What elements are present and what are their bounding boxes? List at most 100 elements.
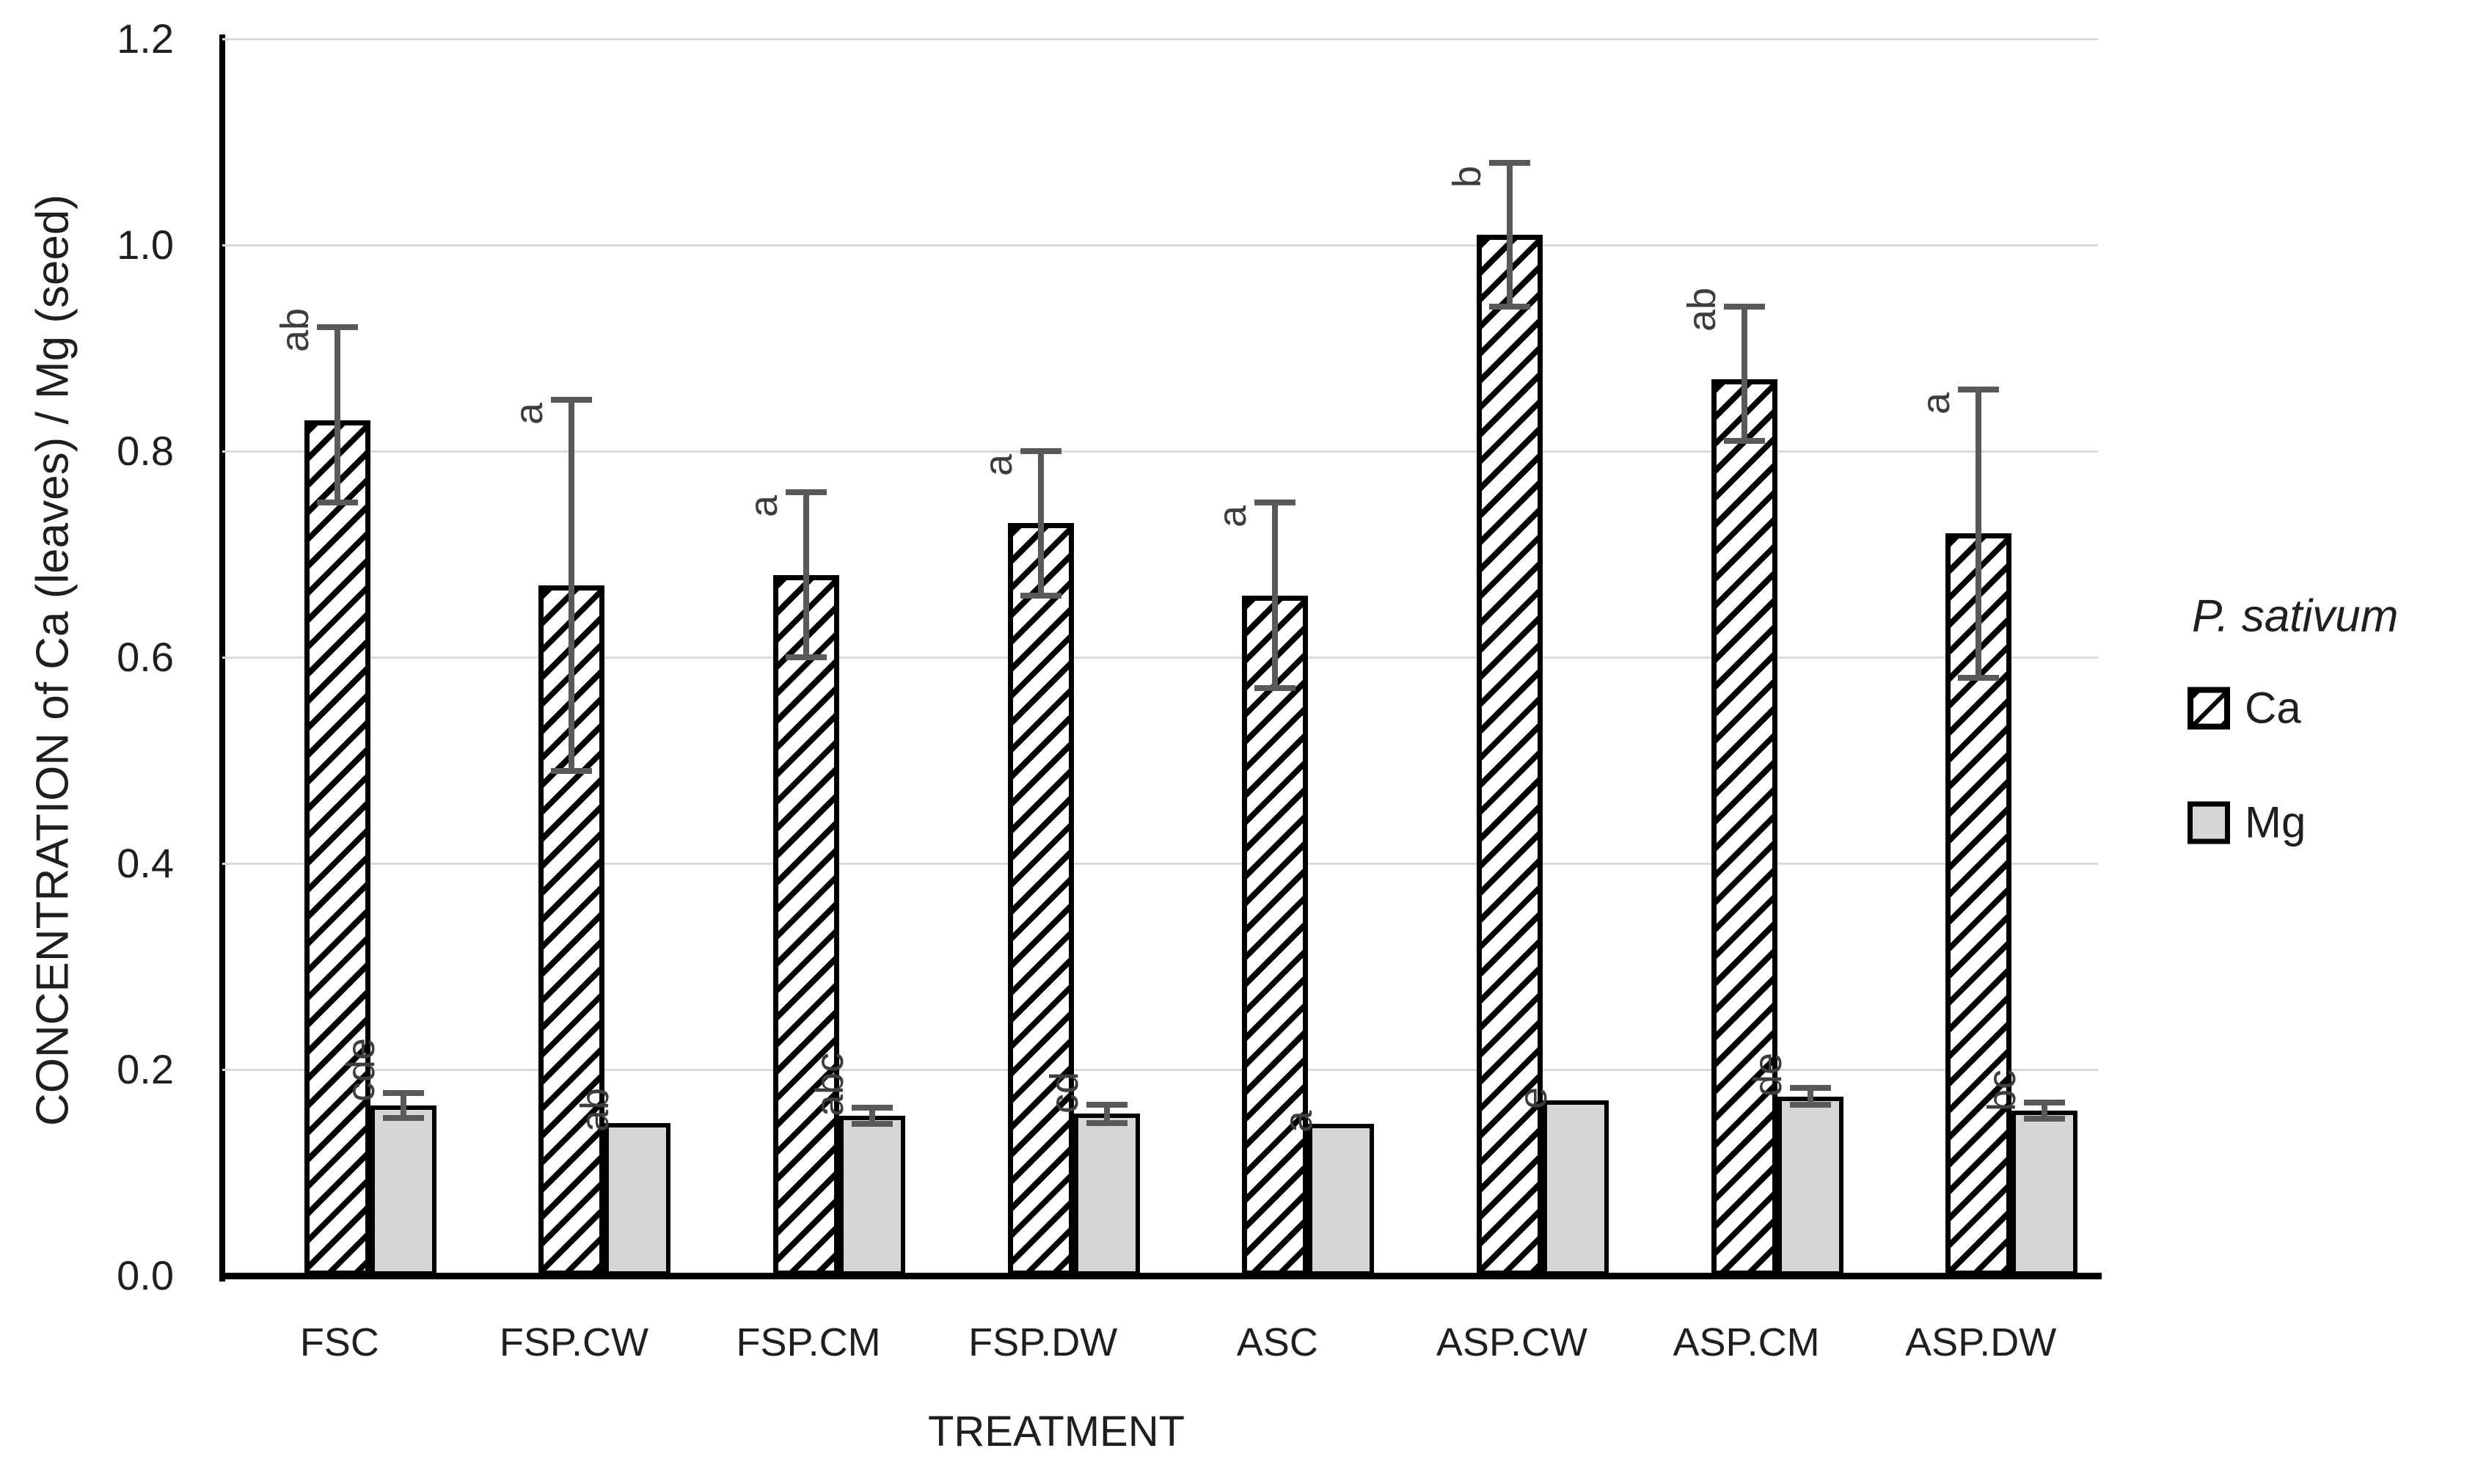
y-tick-label: 0.6 xyxy=(117,634,174,680)
error-bar-mg-ASP.CM xyxy=(1807,1088,1813,1105)
error-bar-cap-bottom xyxy=(852,1121,893,1127)
x-category-label: FSP.CM xyxy=(736,1320,881,1364)
error-bar-ca-FSP.CW xyxy=(569,399,575,771)
gridline xyxy=(222,1069,2098,1071)
bar-ca-FSP.CM xyxy=(773,574,840,1276)
gridline xyxy=(222,38,2098,40)
error-bar-cap-top xyxy=(1254,500,1296,506)
x-category-label: FSP.DW xyxy=(968,1320,1118,1364)
error-bar-cap-bottom xyxy=(1020,592,1061,599)
x-category-label: ASC xyxy=(1236,1320,1318,1364)
sig-letters-mg-ASP.CM: de xyxy=(1745,1053,1790,1097)
y-tick-label: 0.0 xyxy=(117,1252,174,1298)
bar-ca-FSP.DW xyxy=(1007,523,1074,1276)
legend-label-mg: Mg xyxy=(2245,797,2306,847)
x-category-label: FSP.CW xyxy=(499,1320,648,1364)
error-bar-cap-top xyxy=(2024,1099,2066,1105)
error-bar-cap-bottom xyxy=(551,767,593,774)
error-bar-cap-top xyxy=(382,1090,424,1097)
bar-ca-FSC xyxy=(304,420,370,1276)
bar-mg-FSP.CM xyxy=(839,1116,906,1276)
error-bar-cap-bottom xyxy=(1789,1101,1831,1108)
ca-hatched-swatch-icon xyxy=(2188,687,2230,729)
y-tick-label: 0.2 xyxy=(117,1046,174,1092)
error-bar-ca-FSC xyxy=(334,327,340,503)
bar-mg-ASP.DW xyxy=(2011,1111,2078,1276)
sig-letters-mg-FSP.CM: abc xyxy=(808,1052,852,1116)
y-tick-label: 1.0 xyxy=(117,222,174,268)
error-bar-mg-FSP.CM xyxy=(869,1107,876,1125)
error-bar-mg-FSP.DW xyxy=(1103,1104,1110,1124)
error-bar-cap-bottom xyxy=(2024,1116,2066,1122)
error-bar-mg-FSC xyxy=(400,1093,406,1119)
y-tick-label: 0.4 xyxy=(117,840,174,886)
sig-letters-ca-ASC: a xyxy=(1210,505,1255,528)
legend-entry-mg: Mg xyxy=(2188,797,2306,848)
error-bar-ca-ASP.CM xyxy=(1741,307,1747,441)
x-axis-line xyxy=(219,1273,2102,1279)
error-bar-cap-bottom xyxy=(316,500,358,506)
x-category-label: ASP.CM xyxy=(1673,1320,1820,1364)
bar-ca-ASC xyxy=(1242,595,1309,1276)
error-bar-cap-top xyxy=(1789,1085,1831,1092)
error-bar-cap-bottom xyxy=(1723,437,1765,444)
error-bar-cap-bottom xyxy=(1254,685,1296,692)
error-bar-cap-top xyxy=(1488,159,1530,166)
error-bar-cap-top xyxy=(786,489,827,496)
error-bar-ca-FSP.DW xyxy=(1037,451,1044,596)
sig-letters-ca-FSP.CM: a xyxy=(742,495,786,518)
gridline xyxy=(222,863,2098,865)
legend-label-ca: Ca xyxy=(2245,683,2301,733)
sig-letters-mg-FSC: cde xyxy=(338,1038,383,1103)
error-bar-cap-top xyxy=(551,396,593,403)
sig-letters-ca-ASP.DW: a xyxy=(1914,392,1959,414)
error-bar-cap-top xyxy=(1020,448,1061,454)
sig-letters-mg-ASC: a xyxy=(1276,1111,1321,1133)
x-category-label: FSC xyxy=(299,1320,379,1364)
gridline xyxy=(222,450,2098,453)
mg-gray-swatch-icon xyxy=(2188,801,2230,844)
legend-entry-ca: Ca xyxy=(2188,683,2301,734)
y-tick-label: 0.8 xyxy=(117,428,174,474)
error-bar-ca-ASP.DW xyxy=(1976,389,1982,679)
y-axis-title: CONCENTRATION of Ca (leaves) / Mg (seed) xyxy=(27,194,78,1127)
x-category-label: ASP.CW xyxy=(1436,1320,1587,1364)
x-category-label: ASP.DW xyxy=(1905,1320,2057,1364)
bar-mg-FSC xyxy=(370,1105,436,1276)
sig-letters-ca-FSP.DW: a xyxy=(976,453,1020,476)
error-bar-ca-FSP.CM xyxy=(803,492,810,657)
bar-ca-ASP.DW xyxy=(1945,533,2012,1276)
sig-letters-mg-ASP.DW: bc xyxy=(1980,1069,2025,1111)
error-bar-cap-bottom xyxy=(1086,1120,1127,1127)
error-bar-cap-bottom xyxy=(382,1115,424,1122)
x-axis-title: TREATMENT xyxy=(927,1408,1185,1455)
bar-mg-FSP.CW xyxy=(604,1123,671,1276)
sig-letters-mg-FSP.CW: ab xyxy=(573,1087,618,1133)
bar-ca-ASP.CM xyxy=(1711,379,1777,1276)
sig-letters-mg-FSP.DW: cd xyxy=(1042,1071,1086,1114)
error-bar-cap-top xyxy=(1958,386,2000,392)
sig-letters-ca-FSP.CW: a xyxy=(507,402,552,425)
sig-letters-mg-ASP.CW: e xyxy=(1510,1087,1555,1110)
error-bar-mg-ASP.DW xyxy=(2042,1102,2048,1119)
legend-title: P. sativum xyxy=(2192,591,2399,642)
bar-mg-ASP.CW xyxy=(1542,1100,1609,1276)
sig-letters-ca-FSC: ab xyxy=(272,308,317,353)
bar-ca-ASP.CW xyxy=(1476,234,1543,1276)
error-bar-cap-top xyxy=(852,1104,893,1111)
error-bar-cap-top xyxy=(1086,1101,1127,1108)
sig-letters-ca-ASP.CM: ab xyxy=(1679,288,1724,332)
bar-mg-ASC xyxy=(1308,1124,1375,1276)
error-bar-cap-bottom xyxy=(1488,304,1530,310)
error-bar-cap-bottom xyxy=(1958,675,2000,681)
y-tick-label: 1.2 xyxy=(117,15,174,62)
error-bar-cap-bottom xyxy=(786,654,827,660)
gridline xyxy=(222,244,2098,246)
error-bar-ca-ASP.CW xyxy=(1506,162,1513,307)
bar-mg-ASP.CM xyxy=(1777,1096,1843,1276)
error-bar-ca-ASC xyxy=(1272,502,1279,689)
sig-letters-ca-ASP.CW: b xyxy=(1444,165,1489,188)
bar-mg-FSP.DW xyxy=(1073,1114,1140,1276)
error-bar-cap-top xyxy=(1723,304,1765,310)
